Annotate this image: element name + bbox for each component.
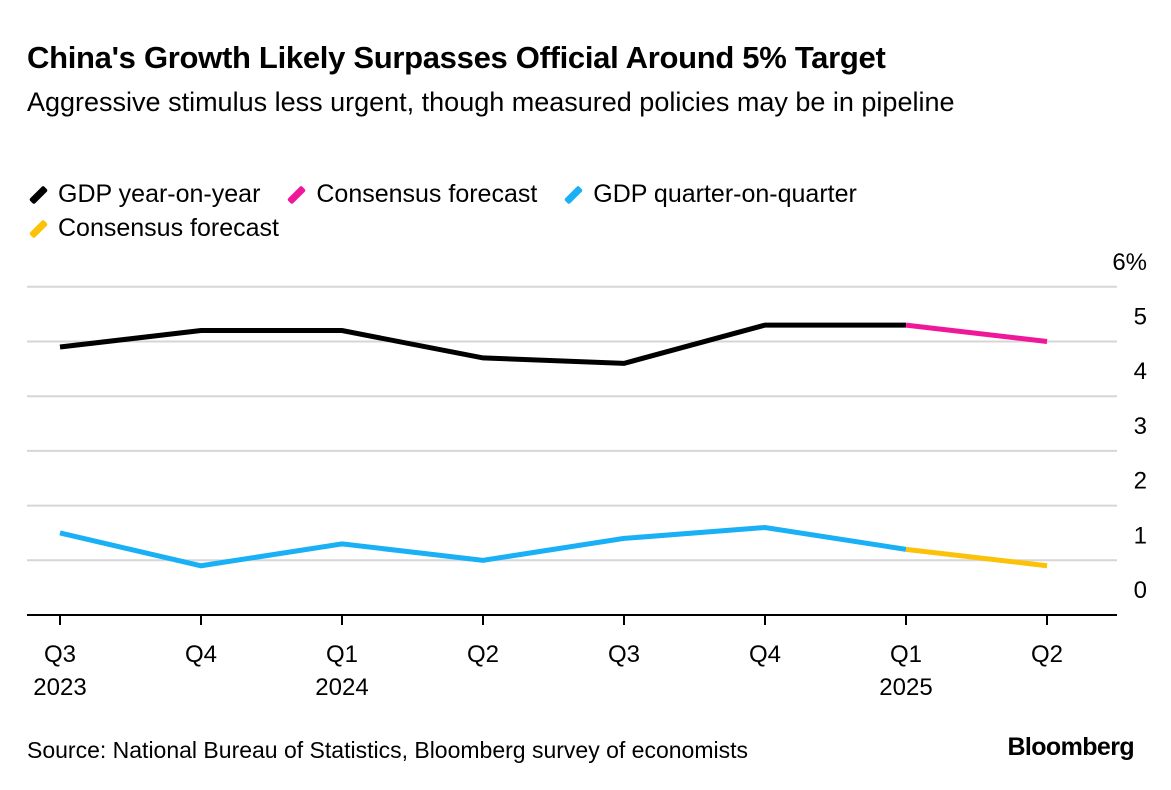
legend-item-gdp-qoq: GDP quarter-on-quarter [562,177,857,211]
x-tick-label-7: Q2 [1031,641,1063,668]
bloomberg-logo: Bloomberg [1007,733,1134,761]
y-tick-label-6: 6% [1112,249,1147,276]
x-tick-label-4: Q3 [608,641,640,668]
legend-label-gdp-qoq: GDP quarter-on-quarter [593,180,857,208]
x-tick-label-2: Q1 [326,641,358,668]
chart-legend: GDP year-on-year Consensus forecast GDP … [27,177,1027,245]
y-tick-label-0: 0 [1134,577,1147,604]
series-line-1 [905,322,1048,344]
x-tick-label-3: Q2 [467,641,499,668]
x-tick-label-0: Q3 [44,641,76,668]
y-tick-label-4: 4 [1134,358,1147,385]
x-tick-label-1: Q4 [185,641,217,668]
x-year-label-6: 2025 [879,674,932,701]
x-tick-label-6: Q1 [890,641,922,668]
series-line-3 [905,546,1048,569]
legend-label-consensus-yoy: Consensus forecast [316,180,538,208]
legend-label-gdp-yoy: GDP year-on-year [58,180,261,208]
x-year-label-0: 2023 [33,674,86,701]
y-tick-label-1: 1 [1134,522,1147,549]
legend-item-consensus-yoy: Consensus forecast [285,177,537,211]
legend-label-consensus-qoq: Consensus forecast [58,214,279,242]
source-note: Source: National Bureau of Statistics, B… [27,737,749,763]
y-tick-label-5: 5 [1134,304,1147,331]
y-tick-label-2: 2 [1134,468,1147,495]
y-tick-label-3: 3 [1134,413,1147,440]
x-year-label-2: 2024 [315,674,368,701]
x-tick-label-5: Q4 [749,641,781,668]
legend-item-consensus-qoq: Consensus forecast [27,211,279,245]
legend-item-gdp-yoy: GDP year-on-year [27,177,260,211]
chart-title: China's Growth Likely Surpasses Official… [27,40,886,75]
series-line-0 [59,322,906,366]
chart-subtitle: Aggressive stimulus less urgent, though … [27,87,955,117]
